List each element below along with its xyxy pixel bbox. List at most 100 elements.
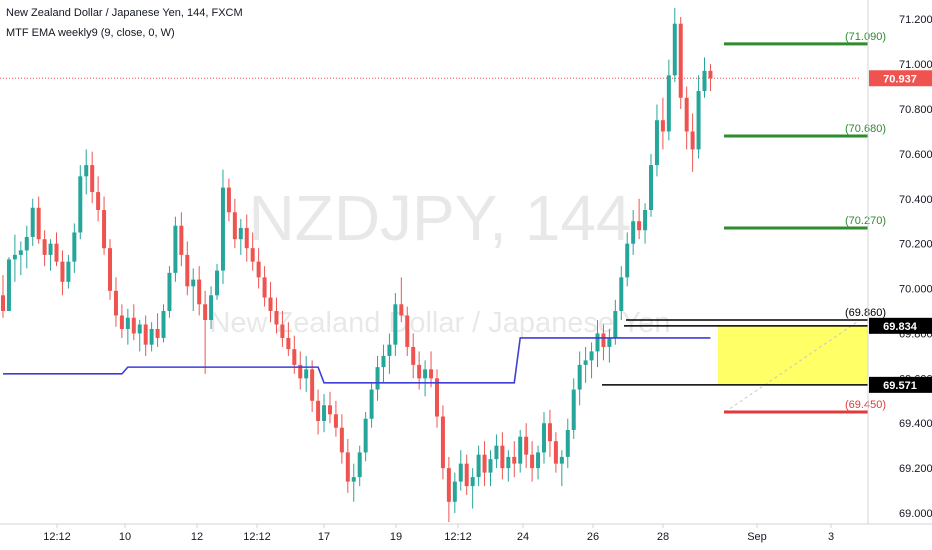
candle-body	[595, 333, 600, 352]
candle-body	[524, 436, 529, 455]
candle-body	[434, 378, 439, 417]
candle-body	[250, 248, 255, 262]
candle-body	[36, 207, 41, 240]
price-tick-label: 71.000	[899, 59, 932, 71]
candle-body	[226, 187, 231, 213]
candle-body	[310, 369, 315, 401]
candle-body	[613, 311, 618, 338]
time-tick-label: Sep	[747, 531, 767, 543]
candle-body	[30, 207, 35, 237]
price-tick-label: 70.600	[899, 149, 932, 161]
time-tick-label: 3	[828, 531, 834, 543]
time-tick-label: 12:12	[43, 531, 71, 543]
candle-body	[274, 311, 279, 325]
candle-body	[12, 254, 17, 260]
candle-body	[197, 279, 202, 305]
time-tick-label: 26	[587, 531, 599, 543]
ema-polyline	[3, 337, 711, 384]
zone-top-tag-bg	[869, 317, 932, 334]
candle-body	[512, 456, 517, 464]
candle-body	[113, 290, 118, 316]
candle-body	[482, 454, 487, 473]
zone-bottom-tag-bg	[869, 376, 932, 393]
candle-body	[583, 360, 588, 365]
candle-body	[209, 295, 214, 320]
candle-body	[506, 456, 511, 469]
candle-body	[571, 389, 576, 430]
candle-body	[619, 277, 624, 312]
candle-body	[137, 324, 142, 334]
price-tick-label: 70.800	[899, 104, 932, 116]
candle-body	[559, 456, 564, 464]
candle-body	[6, 259, 11, 312]
candle-body	[381, 355, 386, 368]
candle-body	[42, 239, 47, 255]
candle-body	[488, 459, 493, 473]
candle-body	[607, 337, 612, 347]
price-tick-label: 70.200	[899, 239, 932, 251]
candle-body	[601, 333, 606, 347]
candle-body	[387, 344, 392, 356]
candle-body	[399, 304, 404, 316]
candle-body	[440, 416, 445, 469]
candle-body	[179, 225, 184, 255]
candle-body	[654, 120, 659, 166]
watermark-name: New Zealand Dollar / Japanese Yen	[209, 307, 670, 339]
candle-body	[643, 210, 648, 231]
candle-body	[577, 364, 582, 390]
candle-body	[1, 295, 5, 312]
zone-rect	[718, 325, 868, 385]
candle-body	[417, 364, 422, 379]
candle-body	[708, 70, 713, 79]
candle-body	[280, 324, 285, 338]
candle-body	[375, 367, 380, 390]
candle-body	[470, 477, 475, 487]
time-tick-label: 12:12	[444, 531, 472, 543]
time-tick-label: 19	[390, 531, 402, 543]
candle-body	[369, 389, 374, 419]
candle-body	[316, 400, 321, 421]
candle-body	[173, 225, 178, 273]
candle-body	[631, 221, 636, 244]
candle-body	[84, 165, 89, 177]
price-tick-label: 70.400	[899, 194, 932, 206]
candle-body	[268, 297, 273, 312]
candle-body	[161, 311, 166, 338]
candle-body	[327, 405, 332, 415]
candle-body	[494, 445, 499, 460]
candle-body	[24, 236, 29, 251]
candle-body	[536, 452, 541, 469]
level-label: (70.270)	[845, 215, 886, 227]
candle-body	[672, 23, 677, 76]
candle-body	[292, 349, 297, 365]
candle-body	[66, 261, 71, 282]
candle-body	[690, 131, 695, 150]
price-tick-label: 69.200	[899, 463, 932, 475]
candle-body	[518, 436, 523, 464]
candle-body	[203, 304, 208, 320]
candle-body	[637, 221, 642, 231]
candle-body	[589, 351, 594, 361]
candle-body	[458, 463, 463, 482]
candle-body	[660, 120, 665, 132]
indicator-title[interactable]: MTF EMA weekly9 (9, close, 0, W)	[6, 27, 175, 39]
candle-body	[393, 304, 398, 345]
candle-body	[256, 261, 261, 278]
time-tick-label: 28	[657, 531, 669, 543]
candle-body	[452, 481, 457, 502]
level-label: (69.860)	[845, 307, 886, 319]
price-tags: 70.937 69.834 69.571	[869, 70, 932, 393]
candle-body	[155, 328, 160, 338]
candle-body	[125, 317, 130, 329]
symbol-title[interactable]: New Zealand Dollar / Japanese Yen, 144, …	[6, 7, 243, 19]
candle-body	[185, 254, 190, 287]
candle-body	[649, 165, 654, 211]
time-axis[interactable]: 12:12 10 12 12:12 17 19 12:12 24 26 28 Sep 3	[0, 523, 932, 543]
candle-body	[411, 346, 416, 365]
candle-body	[405, 315, 410, 347]
candle-body	[232, 212, 237, 240]
level-label: (70.680)	[845, 123, 886, 135]
time-tick-label: 12:12	[243, 531, 271, 543]
